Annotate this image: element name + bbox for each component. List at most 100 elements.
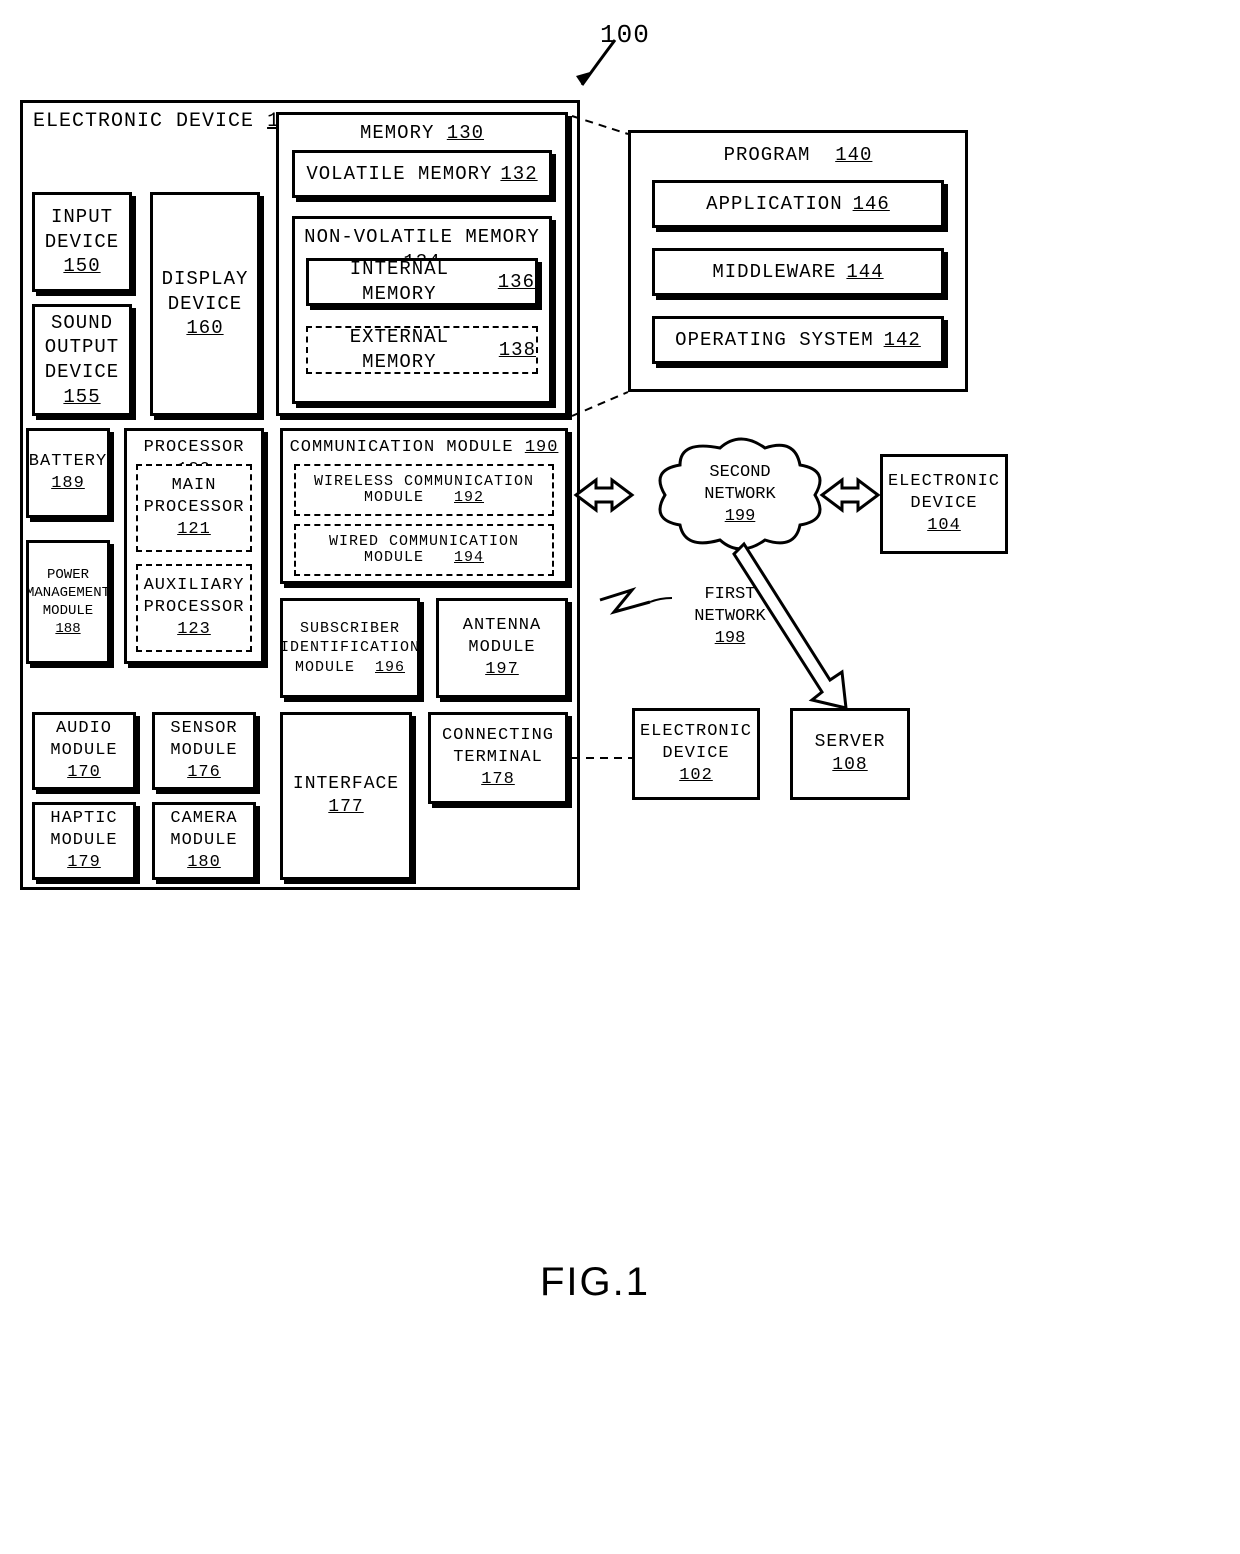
power-management-module: POWER MANAGEMENT MODULE 188: [26, 540, 110, 664]
net1-ref: 198: [715, 629, 746, 648]
auxiliary-processor: AUXILIARY PROCESSOR 123: [136, 564, 252, 652]
wireless-ref: 192: [454, 489, 484, 506]
program-title-row: PROGRAM 140: [724, 143, 873, 168]
antenna-ref: 197: [485, 659, 519, 681]
volatile-memory: VOLATILE MEMORY 132: [292, 150, 552, 198]
nvol-label: NON-VOLATILE MEMORY: [304, 226, 540, 248]
device-101-title-text: ELECTRONIC DEVICE: [33, 110, 254, 133]
mainproc-l1: MAIN: [172, 475, 217, 497]
sim-l3: MODULE: [295, 659, 355, 676]
audio-module: AUDIO MODULE 170: [32, 712, 136, 790]
auxproc-l2: PROCESSOR: [144, 597, 245, 619]
wireless-row2: MODULE 192: [364, 490, 484, 507]
sim-l2: IDENTIFICATION: [280, 638, 420, 658]
main-processor: MAIN PROCESSOR 121: [136, 464, 252, 552]
net2-l2: NETWORK: [704, 485, 775, 504]
interface: INTERFACE 177: [280, 712, 412, 880]
wired-ref: 194: [454, 549, 484, 566]
server-ref: 108: [832, 754, 867, 777]
input-ref: 150: [63, 254, 100, 279]
haptic-l1: HAPTIC: [50, 808, 117, 830]
audio-l2: MODULE: [50, 740, 117, 762]
sound-l1: SOUND: [51, 311, 113, 336]
program-title: PROGRAM: [724, 144, 811, 166]
dev102-l2: DEVICE: [662, 743, 729, 765]
wireless-l2: MODULE: [364, 489, 424, 506]
antenna-module: ANTENNA MODULE 197: [436, 598, 568, 698]
connterm-l2: TERMINAL: [453, 747, 543, 769]
sim-module: SUBSCRIBER IDENTIFICATION MODULE 196: [280, 598, 420, 698]
dev104-l1: ELECTRONIC: [888, 471, 1000, 493]
net1-l1: FIRST: [704, 585, 755, 604]
input-device: INPUT DEVICE 150: [32, 192, 132, 292]
second-network-labels: SECOND NETWORK 199: [690, 462, 790, 528]
operating-system: OPERATING SYSTEM 142: [652, 316, 944, 364]
electronic-device-102: ELECTRONIC DEVICE 102: [632, 708, 760, 800]
external-memory: EXTERNAL MEMORY 138: [306, 326, 538, 374]
display-ref: 160: [186, 316, 223, 341]
mainproc-ref: 121: [177, 519, 211, 541]
internal-memory: INTERNAL MEMORY 136: [306, 258, 538, 306]
comm-title: COMMUNICATION MODULE: [290, 438, 514, 457]
display-l1: DISPLAY: [162, 267, 249, 292]
memory-title: MEMORY: [360, 122, 434, 144]
power-ref: 188: [55, 620, 80, 638]
dev102-l1: ELECTRONIC: [640, 721, 752, 743]
battery-label: BATTERY: [29, 451, 107, 473]
power-l1: POWER: [47, 566, 89, 584]
processor-title: PROCESSOR: [144, 438, 245, 457]
net1-l2: NETWORK: [694, 607, 765, 626]
haptic-l2: MODULE: [50, 830, 117, 852]
connterm-l1: CONNECTING: [442, 725, 554, 747]
volmem-label: VOLATILE MEMORY: [306, 162, 492, 187]
nonvolatile-memory: NON-VOLATILE MEMORY 134: [292, 216, 552, 404]
wireless-l1: WIRELESS COMMUNICATION: [314, 474, 534, 491]
dev102-ref: 102: [679, 765, 713, 787]
net2-ref: 199: [725, 507, 756, 526]
app-label: APPLICATION: [706, 192, 842, 217]
figure-id: 100: [600, 20, 650, 50]
device-101-title: ELECTRONIC DEVICE 101: [33, 109, 306, 135]
figure-caption: FIG.1: [540, 1260, 650, 1305]
dev104-l2: DEVICE: [910, 493, 977, 515]
battery: BATTERY 189: [26, 428, 110, 518]
sound-ref: 155: [63, 385, 100, 410]
sensor-ref: 176: [187, 762, 221, 784]
mw-label: MIDDLEWARE: [712, 260, 836, 285]
app-ref: 146: [853, 192, 890, 217]
dev104-ref: 104: [927, 515, 961, 537]
comm-ref: 190: [525, 438, 559, 457]
application: APPLICATION 146: [652, 180, 944, 228]
server-label: SERVER: [815, 731, 886, 754]
intmem-ref: 136: [498, 270, 535, 295]
extmem-label: EXTERNAL MEMORY: [308, 325, 491, 374]
haptic-ref: 179: [67, 852, 101, 874]
extmem-ref: 138: [499, 338, 536, 363]
sim-ref: 196: [375, 659, 405, 676]
connterm-ref: 178: [481, 769, 515, 791]
mw-ref: 144: [846, 260, 883, 285]
sensor-l2: MODULE: [170, 740, 237, 762]
haptic-module: HAPTIC MODULE 179: [32, 802, 136, 880]
camera-l2: MODULE: [170, 830, 237, 852]
sound-l2: OUTPUT: [45, 335, 119, 360]
comm-title-row: COMMUNICATION MODULE 190: [290, 437, 559, 459]
sound-l3: DEVICE: [45, 360, 119, 385]
wired-comm-module: WIRED COMMUNICATION MODULE 194: [294, 524, 554, 576]
first-network-labels: FIRST NETWORK 198: [680, 584, 780, 650]
electronic-device-104: ELECTRONIC DEVICE 104: [880, 454, 1008, 554]
battery-ref: 189: [51, 473, 85, 495]
sim-row3: MODULE 196: [295, 658, 405, 678]
antenna-l2: MODULE: [468, 637, 535, 659]
interface-label: INTERFACE: [293, 773, 399, 796]
wired-l2: MODULE: [364, 549, 424, 566]
server: SERVER 108: [790, 708, 910, 800]
audio-ref: 170: [67, 762, 101, 784]
power-l2: MANAGEMENT: [26, 584, 110, 602]
display-l2: DEVICE: [168, 292, 242, 317]
sensor-l1: SENSOR: [170, 718, 237, 740]
audio-l1: AUDIO: [56, 718, 112, 740]
auxproc-l1: AUXILIARY: [144, 575, 245, 597]
wired-l1: WIRED COMMUNICATION: [329, 534, 519, 551]
interface-ref: 177: [328, 796, 363, 819]
